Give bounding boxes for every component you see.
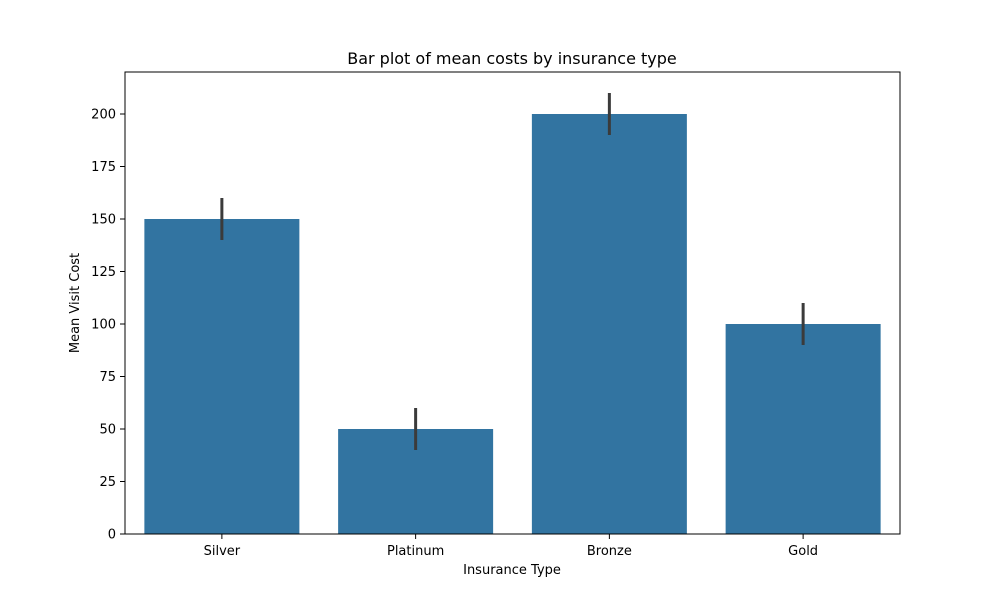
y-tick-label: 100 (91, 318, 116, 333)
bar-gold (725, 324, 881, 534)
y-tick-label: 175 (91, 160, 116, 175)
x-tick-label: Bronze (587, 544, 632, 559)
y-tick-label: 150 (91, 213, 116, 228)
y-tick-label: 25 (99, 475, 116, 490)
y-tick-label: 0 (108, 528, 116, 543)
x-tick-label: Silver (204, 544, 241, 559)
y-tick-label: 200 (91, 108, 116, 123)
bars-layer (144, 114, 881, 534)
x-tick-label: Gold (788, 544, 818, 559)
y-axis: 0 25 50 75 100 125 150 175 200 (91, 108, 125, 543)
y-tick-label: 50 (99, 423, 116, 438)
y-tick-label: 125 (91, 265, 116, 280)
error-bars-layer (220, 93, 805, 450)
bar-silver (144, 219, 300, 534)
y-tick-label: 75 (99, 370, 116, 385)
y-axis-label: Mean Visit Cost (68, 253, 83, 353)
x-axis: Silver Platinum Bronze Gold (204, 534, 818, 559)
x-axis-label: Insurance Type (463, 563, 561, 578)
chart-title: Bar plot of mean costs by insurance type (347, 49, 677, 68)
plot-frame (124, 71, 901, 535)
x-tick-label: Platinum (387, 544, 444, 559)
bar-bronze (531, 114, 687, 534)
